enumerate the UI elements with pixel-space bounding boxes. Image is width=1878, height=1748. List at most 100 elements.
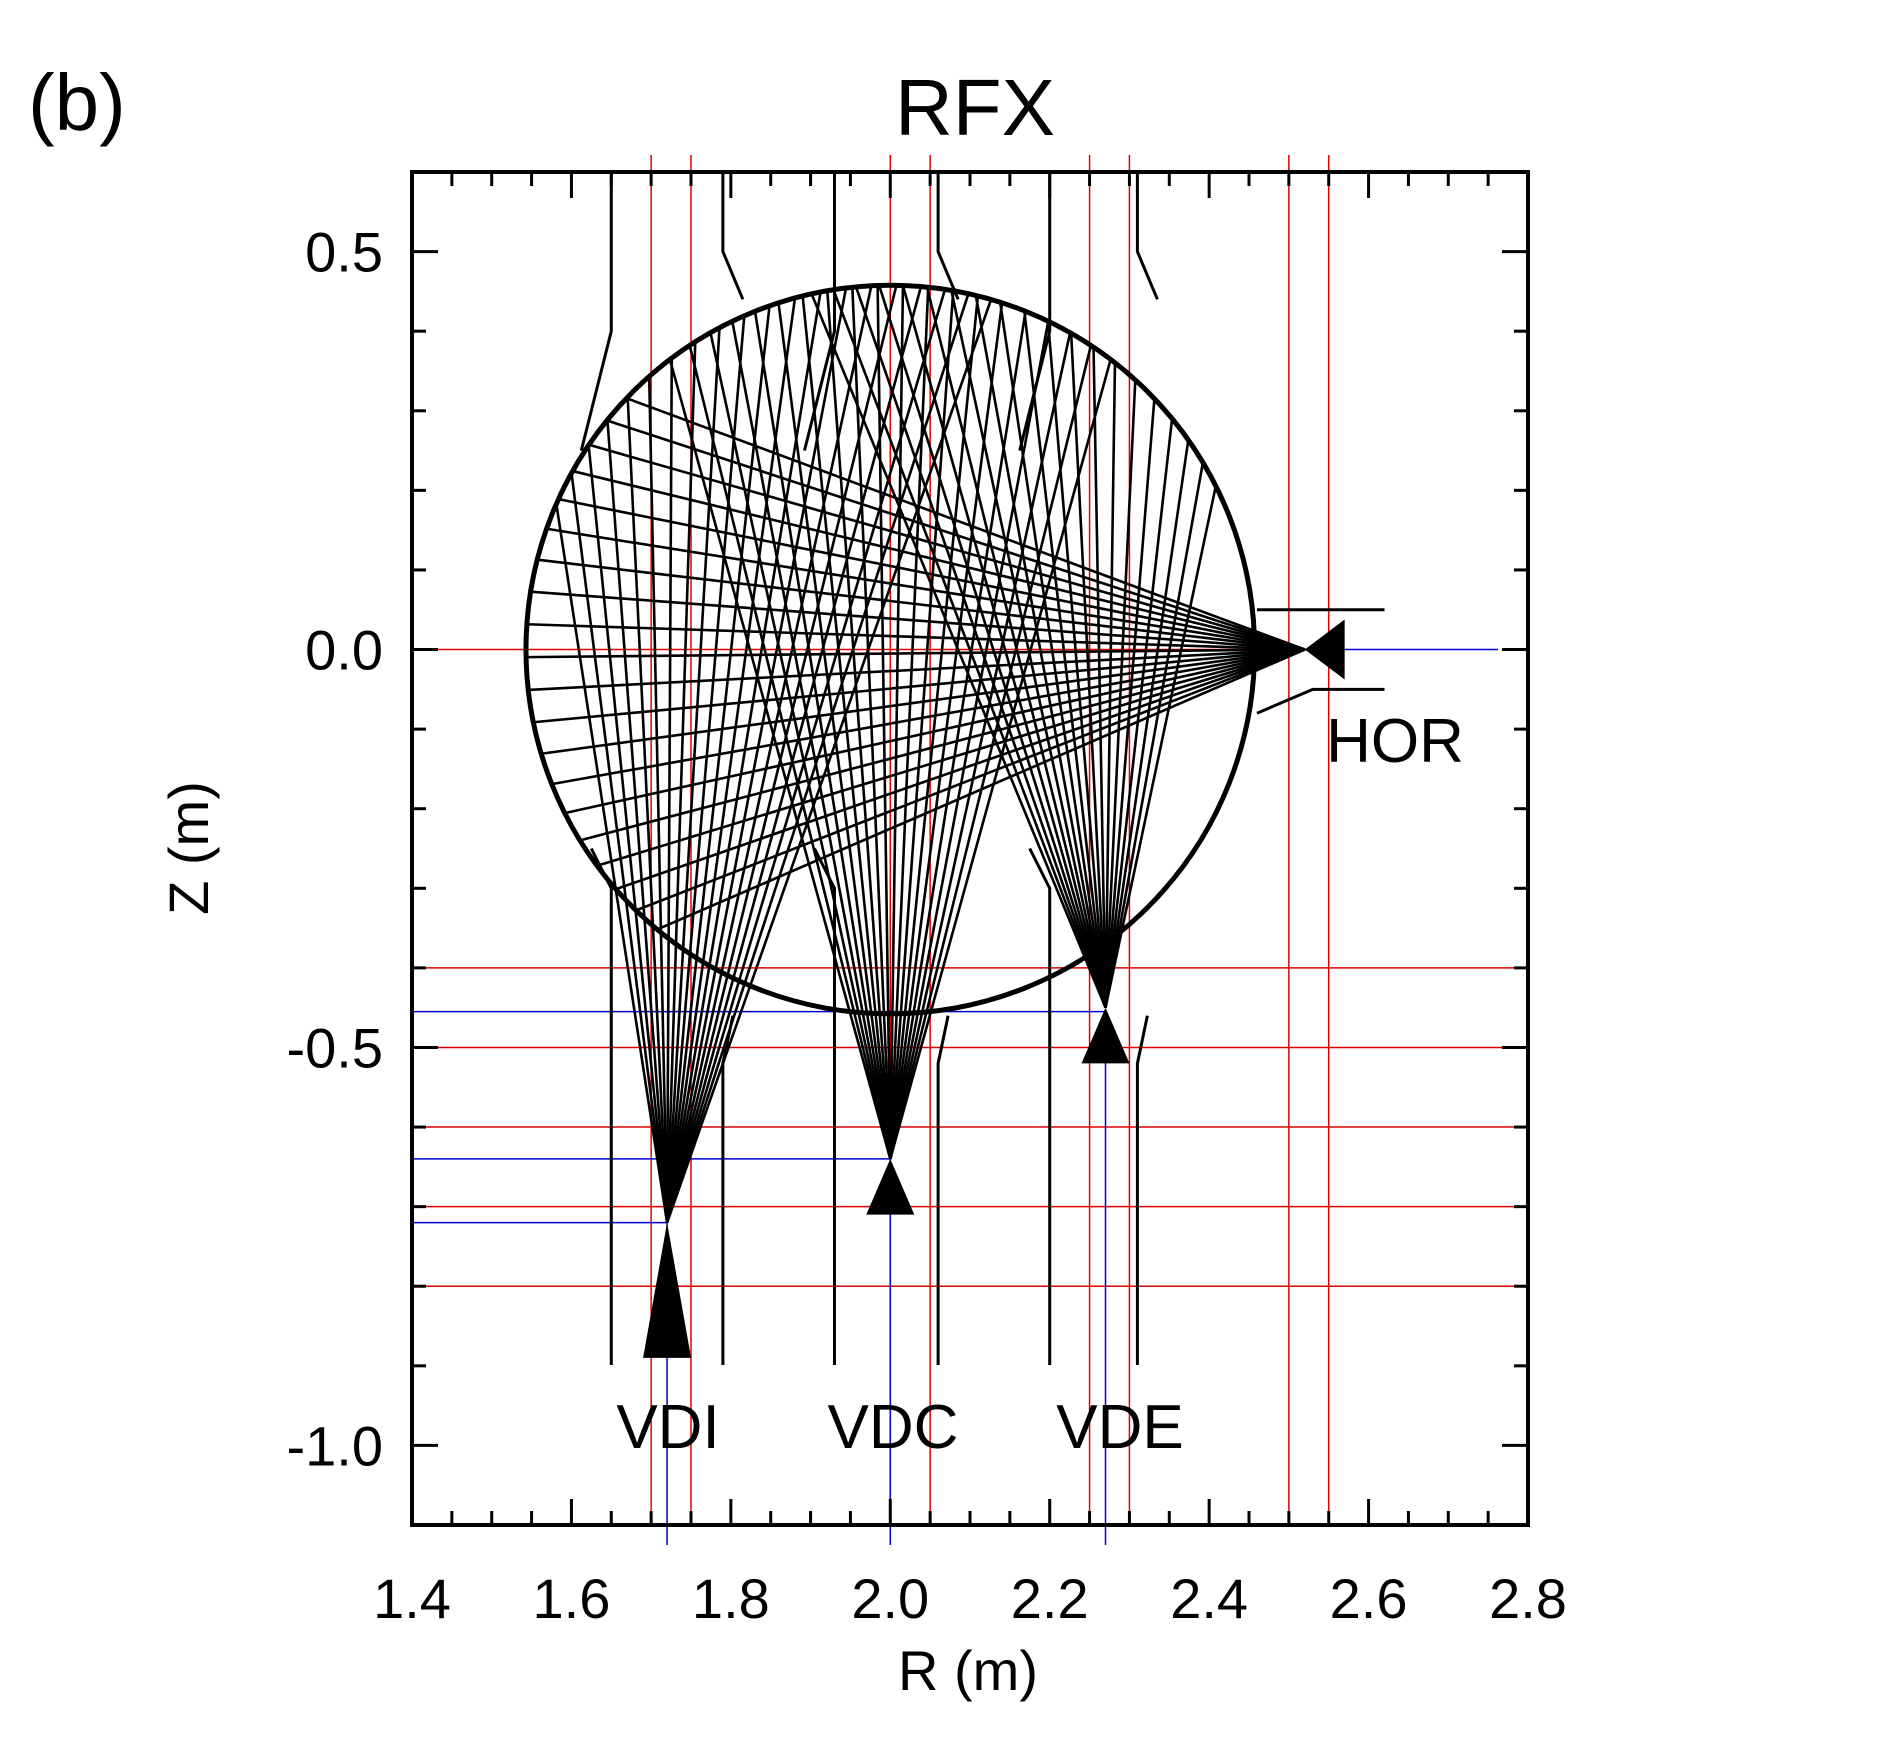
line-of-sight [877,285,1107,1009]
y-tick-label: 0.0 [305,619,383,682]
line-of-sight [889,311,1027,1160]
port-wall [1135,1015,1149,1365]
line-of-sight [889,321,1050,1160]
line-of-sight-fans [526,284,1306,1223]
y-tick-labels: 0.5 0.0 -0.5 -1.0 [287,221,384,1478]
y-tick-label: -0.5 [287,1016,384,1079]
port-wall [813,847,836,1365]
x-tick-label: 2.8 [1489,1567,1567,1630]
line-of-sight [555,503,669,1223]
line-of-sight [572,469,1306,651]
line-of-sight [537,558,1305,651]
x-axis-label: R (m) [898,1639,1038,1702]
line-of-sight [626,396,1306,651]
hor-port-wall [1256,687,1385,715]
line-of-sight [1104,439,1190,1008]
x-tick-labels: 1.4 1.6 1.8 2.0 2.2 2.4 2.6 2.8 [373,1567,1567,1630]
detector-hor [1304,619,1345,680]
panel-label: (b) [28,58,126,147]
port-wall [721,1015,735,1365]
y-tick-label: 0.5 [305,221,383,284]
line-of-sight [832,289,1107,1009]
line-of-sight [777,302,892,1160]
line-of-sight [579,648,1306,842]
line-of-sight [665,341,697,1223]
line-of-sight [665,287,848,1223]
camera-detectors [643,619,1345,1358]
x-tick-label: 2.6 [1330,1567,1408,1630]
line-of-sight [1104,462,1205,1008]
axis-ticks [410,170,1530,1527]
line-of-sight [551,648,1306,786]
line-of-sight [558,497,1306,651]
figure-title: RFX [895,63,1055,152]
line-of-sight [530,590,1305,651]
y-tick-label: -1.0 [287,1414,384,1477]
line-of-sight [665,315,746,1223]
detector-vdc [866,1158,915,1215]
line-of-sight [889,345,1093,1160]
line-of-sight [889,359,1112,1160]
camera-label-hor: HOR [1326,707,1464,776]
line-of-sight [665,288,947,1223]
line-of-sight [596,648,1306,868]
camera-labels: VDI VDC VDE HOR [616,707,1464,1462]
line-of-sight [606,419,1306,651]
line-of-sight [570,472,669,1223]
line-of-sight [564,648,1306,815]
line-of-sight [606,419,669,1223]
line-of-sight [665,291,822,1223]
line-of-sight [665,305,771,1223]
line-of-sight [709,332,892,1160]
x-tick-label: 1.4 [373,1567,451,1630]
line-of-sight [635,648,1306,912]
line-of-sight [526,622,1305,651]
line-of-sight [526,648,1305,659]
line-of-sight [998,302,1107,1008]
port-wall [1135,172,1159,300]
x-tick-label: 1.6 [532,1567,610,1630]
camera-label-vdc: VDC [828,1393,959,1462]
port-wall [579,172,613,451]
line-of-sight [950,290,1107,1008]
port-wall [803,172,836,451]
line-of-sight [925,286,1107,1008]
line-of-sight [810,293,1107,1009]
port-wall [936,172,960,300]
y-axis-label: Z (m) [157,781,220,915]
line-of-sight [626,397,669,1223]
line-of-sight [533,648,1305,724]
detector-vdi [643,1222,692,1358]
line-of-sight [665,299,993,1223]
line-of-sight [528,648,1305,692]
line-of-sight [588,443,1306,651]
line-of-sight [546,527,1306,651]
camera-label-vde: VDE [1056,1393,1183,1462]
line-of-sight [731,321,892,1160]
line-of-sight [854,286,1107,1009]
port-wall [721,172,745,300]
port-wall [1028,847,1052,1365]
line-of-sight [665,327,721,1223]
line-of-sight [1104,379,1137,1008]
line-of-sight [901,285,1107,1009]
x-tick-label: 1.8 [692,1567,770,1630]
line-of-sight [1046,321,1107,1008]
line-of-sight [1022,310,1107,1008]
port-wall [936,1015,950,1365]
camera-label-vdi: VDI [616,1393,719,1462]
line-of-sight [668,359,892,1160]
camera-housing-outlines [579,172,1385,1365]
port-wall [1018,172,1052,451]
line-of-sight [665,285,873,1223]
line-of-sight [656,648,1306,931]
line-of-sight [688,345,892,1160]
line-of-sight [587,445,669,1223]
x-tick-label: 2.0 [851,1567,929,1630]
x-tick-label: 2.2 [1011,1567,1089,1630]
port-wall [589,847,613,1365]
detector-vde [1081,1007,1130,1064]
line-of-sight [1104,485,1218,1008]
vacuum-vessel-circle [523,282,1258,1017]
